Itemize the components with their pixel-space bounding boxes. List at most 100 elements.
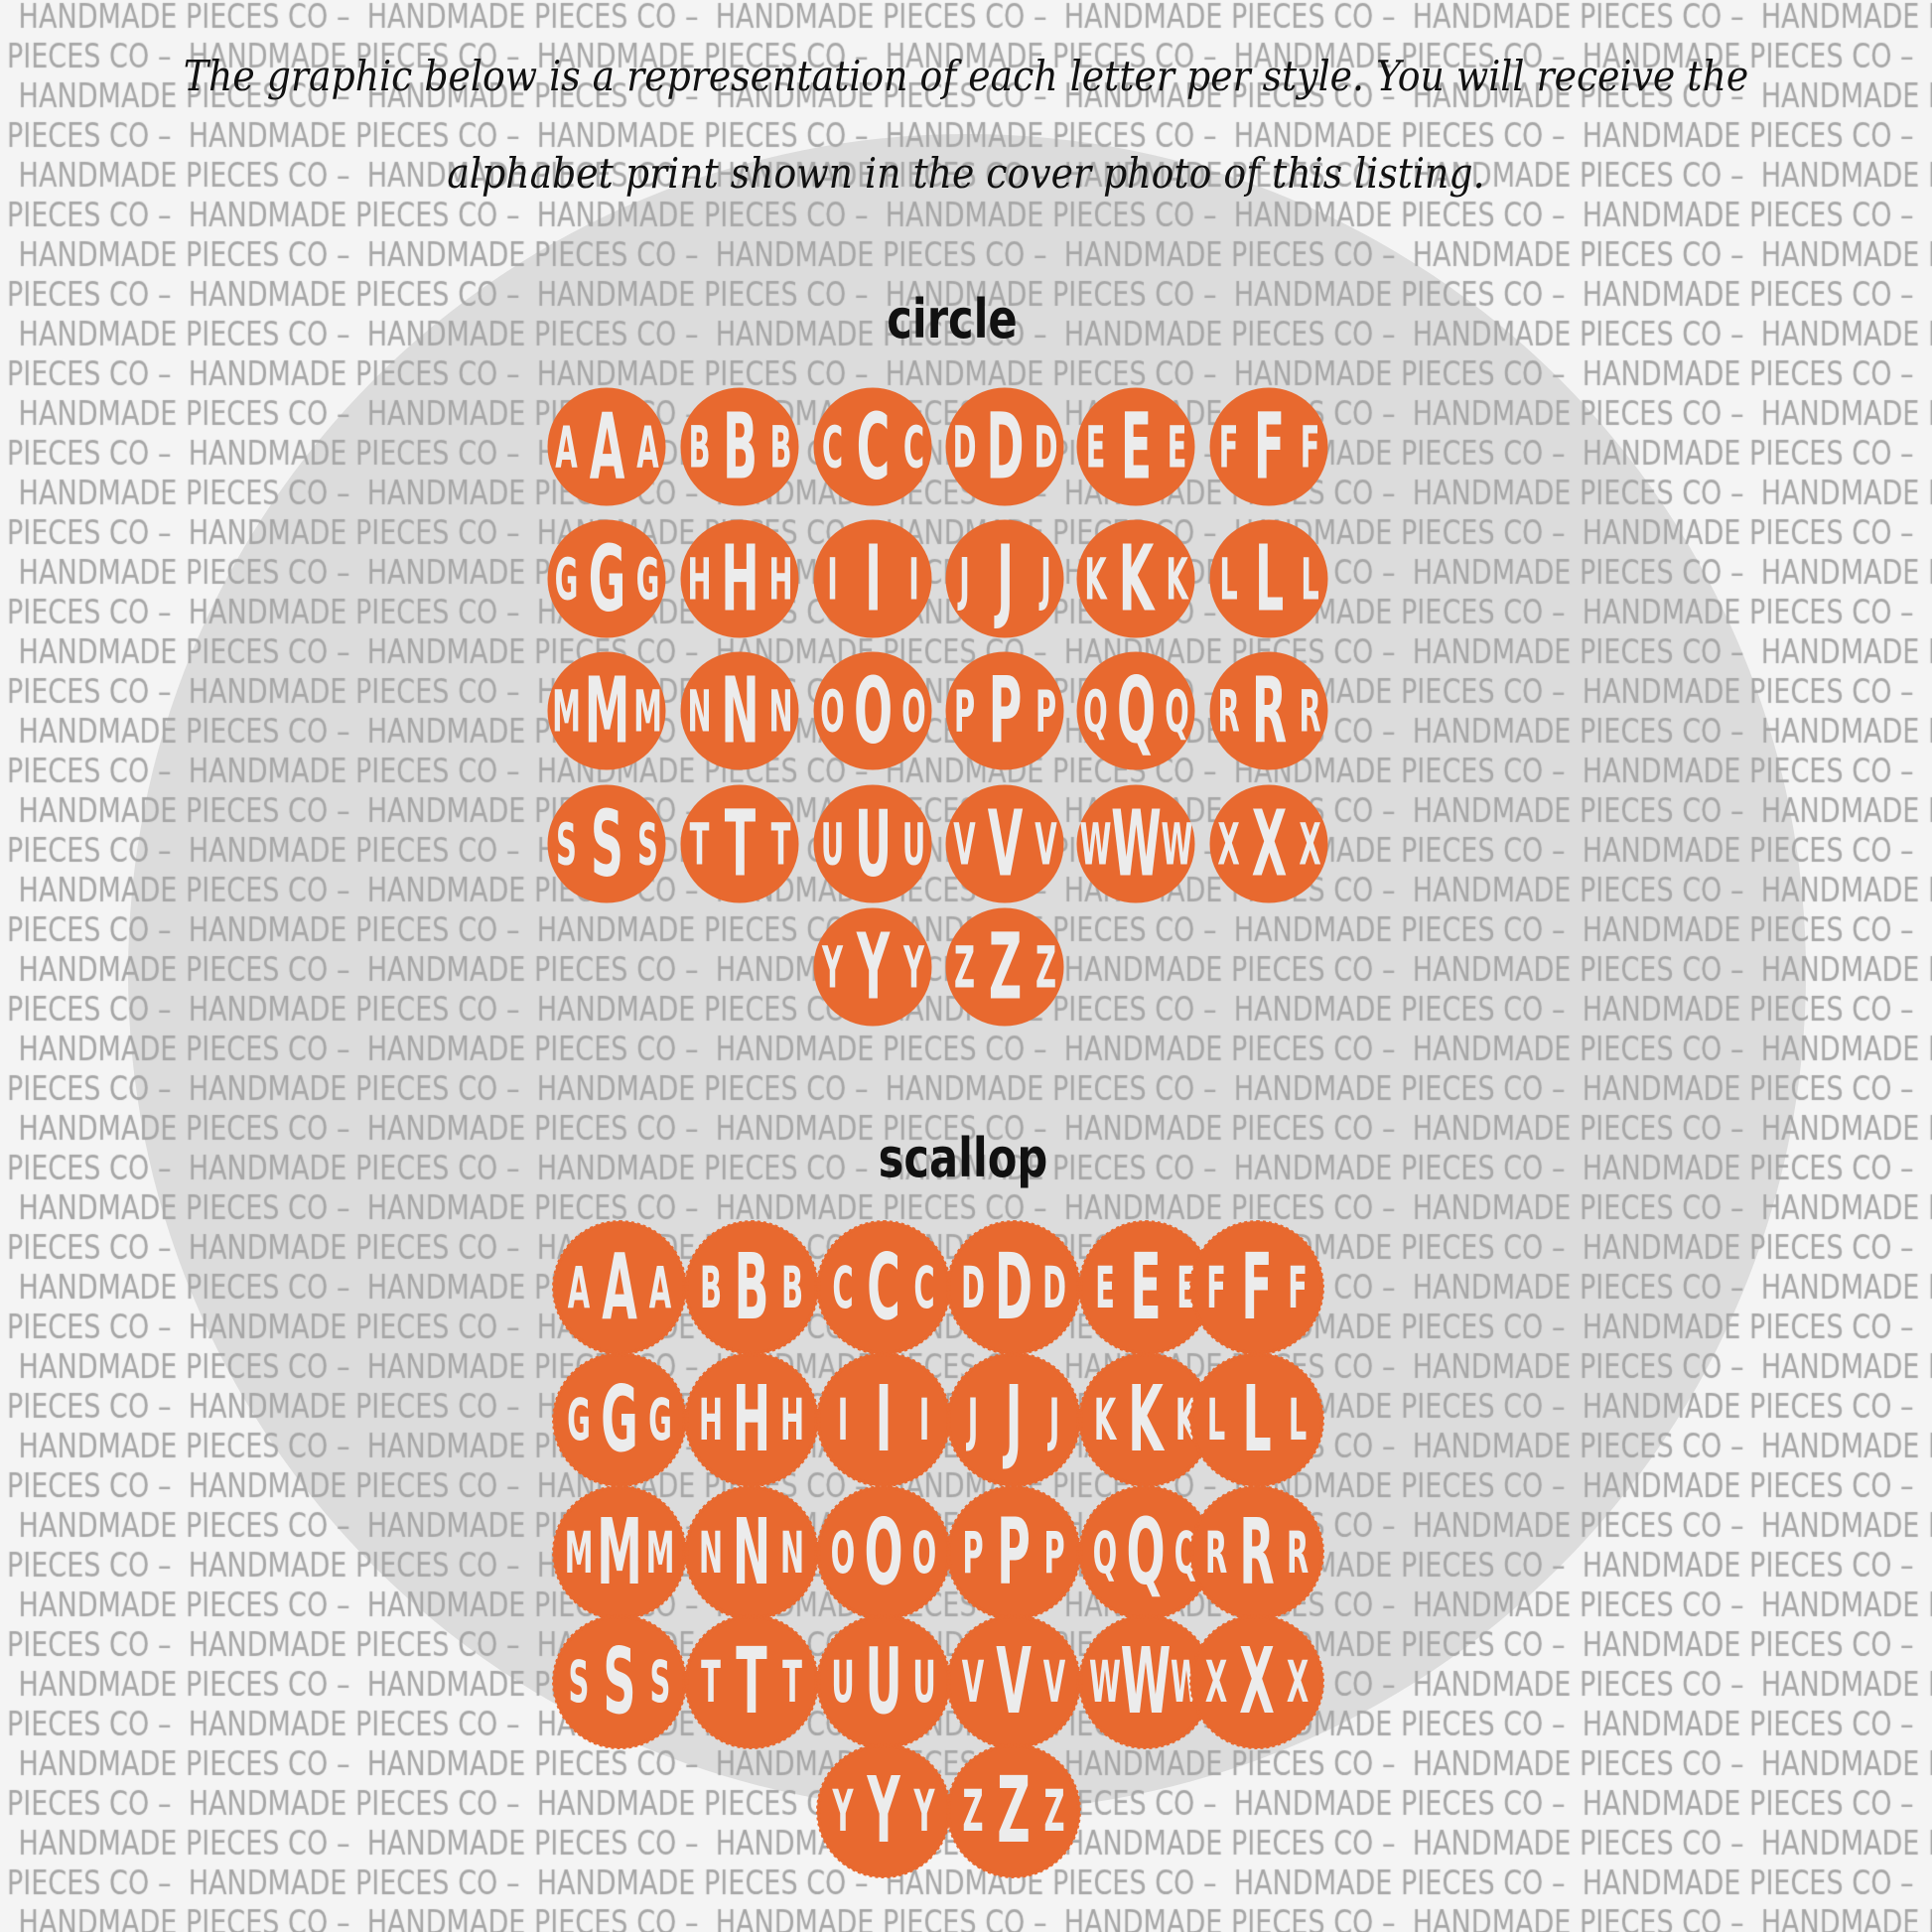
monogram-letter: T [736, 1628, 767, 1734]
monogram-letter-cell: M [595, 1503, 644, 1602]
monogram-letter: I [864, 525, 882, 631]
monogram-letter: C [913, 1254, 935, 1321]
monogram-letter: F [1206, 1254, 1226, 1321]
monogram-letter: P [997, 1499, 1031, 1605]
heading-line-2: alphabet print shown in the cover photo … [447, 149, 1485, 198]
monogram-letter: E [1095, 1254, 1115, 1321]
monogram-letter-cell: G [595, 1370, 644, 1469]
monogram-letter: S [590, 790, 623, 897]
monogram-letter-cell: C [859, 1238, 908, 1337]
monogram-letter: B [768, 413, 792, 481]
monogram-letter: G [554, 545, 578, 613]
monogram-letter-cell: X [1294, 794, 1325, 894]
monogram-letter-cell: C [848, 397, 897, 496]
monogram-letter: L [1300, 545, 1319, 613]
monogram-letter: N [720, 657, 759, 763]
monogram-letter-cell: B [764, 397, 796, 496]
monogram-letter: O [900, 677, 926, 745]
monogram-letter: D [994, 1234, 1034, 1340]
monogram-letter: K [1118, 525, 1154, 631]
monogram-letter: V [1034, 810, 1057, 878]
monogram-letter: X [1204, 1648, 1228, 1716]
monogram-letter-cell: G [563, 1370, 595, 1469]
monogram-letter-cell: V [989, 1632, 1038, 1731]
monogram-letter: Q [1116, 657, 1156, 763]
monogram-letter: E [1085, 413, 1105, 481]
monogram-letter-cell: L [1294, 529, 1325, 628]
monogram-letter-cell: H [683, 529, 715, 628]
monogram-letter: Y [832, 1777, 854, 1845]
monogram-letter: K [1083, 545, 1107, 613]
monogram-letter: B [722, 393, 758, 499]
monogram-letter-cell: A [582, 397, 631, 496]
heading-line-1: The graphic below is a representation of… [183, 52, 1749, 100]
monogram-letter: U [820, 810, 844, 878]
monogram-letter: R [1298, 677, 1321, 745]
monogram-letter-cell: X [1244, 794, 1294, 894]
monogram-letter-cell: D [989, 1238, 1038, 1337]
monogram-letter-cell: Q [1121, 1503, 1171, 1602]
monogram-letter-cell: U [908, 1632, 940, 1731]
monogram-letter-cell: D [1030, 397, 1061, 496]
monogram-letter: F [1300, 413, 1319, 481]
monogram-letter: V [1042, 1648, 1066, 1716]
monogram-letter-cell: W [1079, 794, 1111, 894]
monogram-letter-cell: P [989, 1503, 1038, 1602]
monogram-letter: K [1174, 1386, 1198, 1453]
monogram-letter-cell: D [980, 397, 1030, 496]
monogram-letter-cell: U [897, 794, 929, 894]
monogram-letter-cell: T [695, 1632, 727, 1731]
monogram-letter: T [782, 1648, 802, 1716]
monogram-letter-cell: J [1030, 529, 1061, 628]
monogram-letter: X [1286, 1648, 1310, 1716]
monogram-letter: N [698, 1519, 724, 1587]
monogram-letter-cell: J [989, 1370, 1038, 1469]
monogram-letter: L [1254, 525, 1284, 631]
monogram-letter: G [567, 1386, 591, 1453]
monogram-letter-cell: H [715, 529, 764, 628]
monogram-letter-cell: I [897, 529, 929, 628]
section-title-circle: circle [887, 288, 1018, 350]
monogram-letter-cell: K [1121, 1370, 1171, 1469]
monogram-letter: X [1239, 1628, 1275, 1734]
monogram-letter-cell: Q [1111, 661, 1161, 760]
monogram-letter: C [902, 413, 924, 481]
monogram-letter: C [821, 413, 843, 481]
monogram-letter: Y [821, 933, 843, 1001]
monogram-letter: A [567, 1254, 591, 1321]
monogram-letter: A [602, 1234, 637, 1340]
monogram-letter: D [960, 1254, 986, 1321]
monogram-letter: U [901, 810, 925, 878]
monogram-letter-cell: J [1038, 1370, 1070, 1469]
monogram-letter: L [1242, 1366, 1272, 1472]
monogram-letter-cell: W [1161, 794, 1192, 894]
monogram-letter-cell: O [827, 1503, 859, 1602]
monogram-letter: K [1165, 545, 1188, 613]
monogram-letter-cell: L [1200, 1370, 1232, 1469]
monogram-letter: R [1251, 657, 1287, 763]
monogram-letter-cell: K [1089, 1370, 1121, 1469]
monogram-letter-cell: B [683, 397, 715, 496]
monogram-letter-cell: B [776, 1238, 808, 1337]
monogram-letter-cell: P [1030, 661, 1061, 760]
monogram-letter: E [1130, 1234, 1162, 1340]
monogram-letter-cell: M [582, 661, 631, 760]
monogram-letter-cell: J [948, 529, 980, 628]
monogram-letter-cell: J [980, 529, 1030, 628]
monogram-letter-cell: R [1294, 661, 1325, 760]
monogram-letter-cell: U [848, 794, 897, 894]
monogram-letter-cell: A [644, 1238, 676, 1337]
